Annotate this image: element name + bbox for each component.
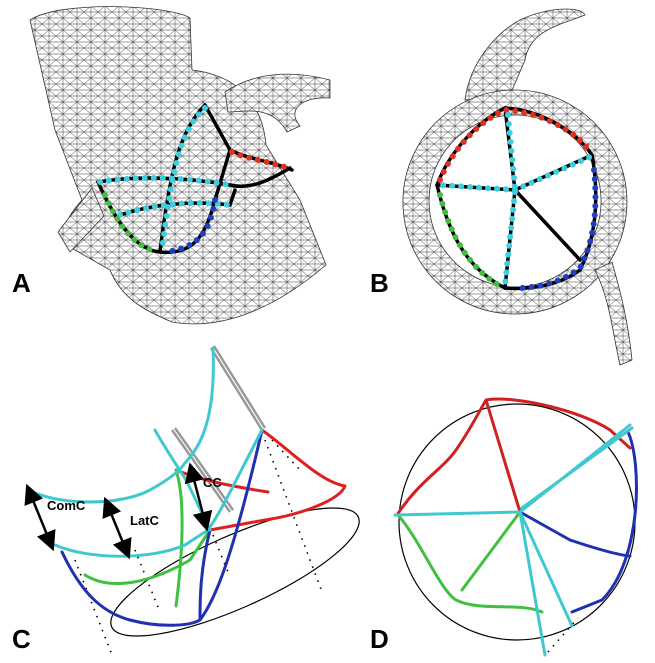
line <box>108 506 126 550</box>
curve <box>398 512 542 612</box>
annotation: ComC <box>47 498 86 513</box>
panel-label: A <box>12 268 31 298</box>
valve-lines <box>437 108 596 288</box>
curve <box>397 399 630 515</box>
curve <box>520 432 636 612</box>
panel-b: B <box>370 9 632 365</box>
circle <box>399 404 635 640</box>
tube-mesh <box>465 9 585 100</box>
annotation: CC <box>203 475 222 490</box>
tube-mesh <box>595 262 632 365</box>
panel-label: B <box>370 268 389 298</box>
ellipse <box>97 484 373 660</box>
annotation: LatC <box>130 513 160 528</box>
panel-label: C <box>12 624 31 654</box>
panel-label: D <box>370 624 389 654</box>
curve <box>395 425 632 655</box>
figure: A B ComC LatC CC C <box>0 0 655 663</box>
panel-d: D <box>370 399 636 655</box>
panel-c: ComC LatC CC C <box>12 346 373 660</box>
panel-a: A <box>12 7 330 324</box>
curve <box>62 430 262 625</box>
